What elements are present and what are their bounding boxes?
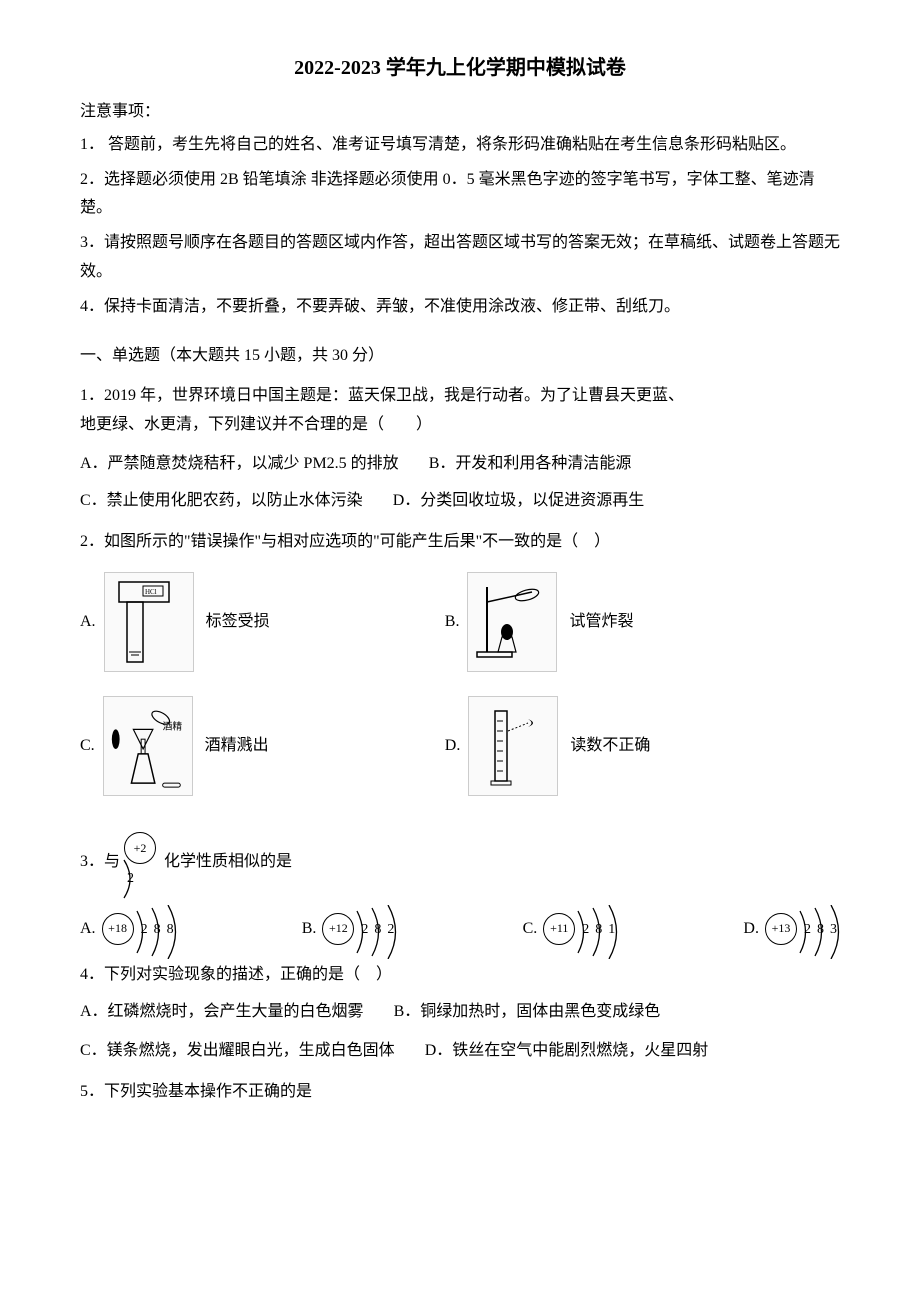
q2-c-desc: 酒精溅出 [205, 732, 269, 761]
q1-text-1: 2019 年，世界环境日中国主题是：蓝天保卫战，我是行动者。为了让曹县天更蓝、 [104, 387, 684, 404]
atom-core-c: +11 [543, 913, 575, 945]
shell-b1: 2 [361, 917, 368, 942]
notice-item-3: 3．请按照题号顺序在各题目的答题区域内作答，超出答题区域书写的答案无效；在草稿纸… [80, 229, 840, 287]
page-title: 2022-2023 学年九上化学期中模拟试卷 [80, 50, 840, 86]
q4-num: 4． [80, 966, 104, 983]
shell-b3: 2 [387, 917, 394, 942]
q2-c-image: 酒精 [103, 696, 193, 796]
q2-c-label: C. [80, 732, 95, 761]
notice-item-2: 2．选择题必须使用 2B 铅笔填涂 非选择题必须使用 0．5 毫米黑色字迹的签字… [80, 166, 840, 224]
section-heading: 一、单选题（本大题共 15 小题，共 30 分） [80, 342, 840, 371]
q2-a-image: HCl [104, 572, 194, 672]
q2-b-image [467, 572, 557, 672]
notice-item-4: 4．保持卡面清洁，不要折叠，不要弄破、弄皱，不准使用涂改液、修正带、刮纸刀。 [80, 293, 840, 322]
q3-c-label: C. [523, 915, 538, 944]
q2-num: 2． [80, 533, 104, 550]
question-5: 5．下列实验基本操作不正确的是 [80, 1078, 840, 1107]
q2-option-c: C. 酒精 酒精溅出 [80, 696, 445, 796]
q1-option-b: B．开发和利用各种清洁能源 [429, 450, 632, 479]
atom-core-d: +13 [765, 913, 797, 945]
question-3: 3．与 +2 2 化学性质相似的是 A. +18 2 8 [80, 832, 840, 945]
q2-option-b: B. 试管炸裂 [445, 572, 810, 672]
q3-a-atom: +18 2 8 8 [102, 913, 177, 945]
shell-a3: 8 [167, 917, 174, 942]
q3-option-a: A. +18 2 8 8 [80, 913, 177, 945]
question-4: 4．下列对实验现象的描述，正确的是（ ） A．红磷燃烧时，会产生大量的白色烟雾 … [80, 961, 840, 1065]
atom-core-b: +12 [322, 913, 354, 945]
q3-b-label: B. [302, 915, 317, 944]
shell-c3: 1 [608, 917, 615, 942]
q5-num: 5． [80, 1083, 104, 1100]
notice-item-1: 1． 答题前，考生先将自己的姓名、准考证号填写清楚，将条形码准确粘贴在考生信息条… [80, 131, 840, 160]
q3-option-d: D. +13 2 8 3 [743, 913, 840, 945]
q2-option-d: D. 读数不正确 [445, 696, 810, 796]
shell-d3: 3 [830, 917, 837, 942]
q3-a-label: A. [80, 915, 96, 944]
q2-b-label: B. [445, 608, 460, 637]
q2-d-label: D. [445, 732, 461, 761]
q2-d-desc: 读数不正确 [570, 732, 650, 761]
shell-b2: 8 [374, 917, 381, 942]
shell-d2: 8 [817, 917, 824, 942]
q3-option-b: B. +12 2 8 2 [302, 913, 398, 945]
q1-num: 1． [80, 387, 104, 404]
question-1: 1．2019 年，世界环境日中国主题是：蓝天保卫战，我是行动者。为了让曹县天更蓝… [80, 382, 840, 515]
q2-text: 如图所示的"错误操作"与相对应选项的"可能产生后果"不一致的是（ ） [104, 533, 610, 550]
q4-option-d: D．铁丝在空气中能剧烈燃烧，火星四射 [425, 1037, 709, 1066]
q2-d-image [468, 696, 558, 796]
q3-d-label: D. [743, 915, 759, 944]
q3-stem-atom: +2 2 [124, 832, 160, 893]
q4-text: 下列对实验现象的描述，正确的是（ ） [104, 966, 392, 983]
svg-text:酒精: 酒精 [162, 719, 182, 732]
atom-core-a: +18 [102, 913, 134, 945]
q3-num: 3． [80, 853, 104, 870]
q4-option-c: C．镁条燃烧，发出耀眼白光，生成白色固体 [80, 1037, 395, 1066]
q5-text: 下列实验基本操作不正确的是 [104, 1083, 312, 1100]
q4-option-a: A．红磷燃烧时，会产生大量的白色烟雾 [80, 998, 364, 1027]
shell-a1: 2 [141, 917, 148, 942]
q1-text-2: 地更绿、水更清，下列建议并不合理的是（ ） [80, 411, 840, 440]
shell-c1: 2 [582, 917, 589, 942]
q2-a-desc: 标签受损 [206, 608, 270, 637]
q3-b-atom: +12 2 8 2 [322, 913, 397, 945]
svg-text:HCl: HCl [145, 588, 157, 596]
q4-option-b: B．铜绿加热时，固体由黑色变成绿色 [394, 998, 661, 1027]
q3-c-atom: +11 2 8 1 [543, 913, 618, 945]
q1-option-c: C．禁止使用化肥农药，以防止水体污染 [80, 487, 363, 516]
q3-text-after: 化学性质相似的是 [164, 853, 292, 870]
q3-d-atom: +13 2 8 3 [765, 913, 840, 945]
q2-a-label: A. [80, 608, 96, 637]
q2-b-desc: 试管炸裂 [569, 608, 633, 637]
shell-a2: 8 [154, 917, 161, 942]
q1-option-a: A．严禁随意焚烧秸秆，以减少 PM2.5 的排放 [80, 450, 399, 479]
shell-1: 2 [127, 866, 134, 891]
q2-option-a: A. HCl 标签受损 [80, 572, 445, 672]
question-2: 2．如图所示的"错误操作"与相对应选项的"可能产生后果"不一致的是（ ） A. … [80, 528, 840, 821]
shell-c2: 8 [595, 917, 602, 942]
shell-d1: 2 [804, 917, 811, 942]
notice-heading: 注意事项： [80, 98, 840, 127]
q1-option-d: D．分类回收垃圾，以促进资源再生 [393, 487, 645, 516]
q3-option-c: C. +11 2 8 1 [523, 913, 619, 945]
